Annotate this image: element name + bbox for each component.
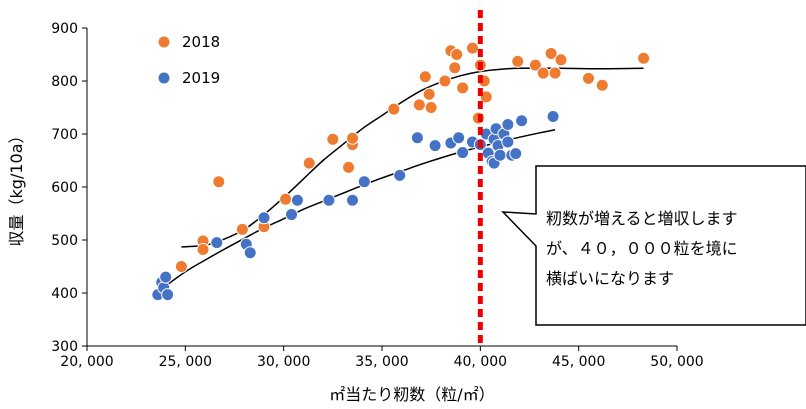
data-point-2019 [346,193,359,207]
y-tick-label: 600 [51,180,78,196]
data-point-2019 [456,146,470,160]
data-point-2019 [161,288,175,302]
x-tick-label: 20, 000 [60,354,113,370]
data-point-2019 [501,117,515,131]
data-point-2019 [515,114,529,128]
data-point-2019 [546,110,560,124]
data-point-2018 [212,175,226,189]
y-tick-label: 400 [51,286,78,302]
data-point-2019 [452,131,466,145]
data-point-2018 [438,74,452,88]
x-ticks: 20, 000 25, 000 30, 000 35, 000 40, 000 45, 0… [60,346,704,370]
data-point-2018 [456,81,470,95]
x-tick-label: 45, 000 [552,354,605,370]
data-point-2018 [554,53,568,67]
y-tick-label: 500 [51,233,78,249]
data-point-2018 [302,156,316,170]
legend-marker-2019 [157,71,171,85]
data-point-2019 [290,193,304,207]
legend-label-2018: 2018 [182,33,220,51]
data-point-2018 [412,98,426,112]
data-point-2019 [357,175,371,189]
data-point-2018 [536,66,550,80]
x-tick-label: 25, 000 [159,354,212,370]
data-point-2019 [393,168,407,182]
y-tick-label: 700 [51,127,78,143]
data-point-2018 [448,61,462,75]
callout-line-3: 横ばいになります [546,269,674,288]
callout-line-2: が、４０，０００粒を境に [546,239,738,258]
data-points [151,41,651,302]
data-point-2018 [637,51,651,65]
data-point-2018 [342,160,356,174]
data-point-2019 [243,246,257,260]
data-point-2018 [548,66,562,80]
data-point-2019 [159,270,173,284]
trendline-2018 [181,67,644,248]
data-point-2018 [196,243,210,257]
y-tick-label: 300 [51,339,78,355]
y-tick-label: 800 [51,74,78,90]
data-point-2018 [235,222,249,236]
data-point-2019 [509,147,523,161]
data-point-2019 [428,139,442,153]
y-ticks: 300 400 500 600 700 800 900 [51,21,87,355]
data-point-2018 [511,54,525,68]
data-point-2018 [422,87,436,101]
data-point-2018 [346,131,359,145]
data-point-2018 [387,102,401,116]
y-axis-title: 収量（kg/10a） [7,128,26,247]
x-tick-label: 50, 000 [650,354,703,370]
data-point-2019 [410,131,424,145]
x-tick-label: 40, 000 [454,354,507,370]
x-tick-label: 35, 000 [355,354,408,370]
data-point-2018 [279,192,293,206]
data-point-2018 [326,132,340,146]
callout: 籾数が増えると増収します が、４０，０００粒を境に 横ばいになります [501,165,806,326]
data-point-2018 [582,71,595,85]
data-point-2018 [424,101,438,114]
data-point-2019 [210,236,224,250]
data-point-2018 [465,41,479,55]
data-point-2019 [257,211,271,225]
data-point-2019 [493,148,507,162]
data-point-2019 [285,208,299,222]
data-point-2018 [528,58,542,72]
callout-box [501,165,806,326]
data-point-2018 [479,90,493,104]
data-point-2019 [322,193,336,207]
data-point-2019 [501,135,515,149]
legend-marker-2018 [157,35,171,49]
data-point-2018 [418,70,432,84]
legend-label-2019: 2019 [182,69,220,87]
data-point-2018 [595,78,609,92]
x-tick-label: 30, 000 [257,354,310,370]
data-point-2018 [450,48,464,61]
data-point-2018 [174,260,188,273]
legend: 2018 2019 [157,33,220,87]
y-tick-label: 900 [51,21,78,37]
data-point-2018 [544,46,558,60]
callout-line-1: 籾数が増えると増収します [546,209,738,228]
x-axis-title: ㎡当たり籾数（粒/㎡） [329,385,494,404]
